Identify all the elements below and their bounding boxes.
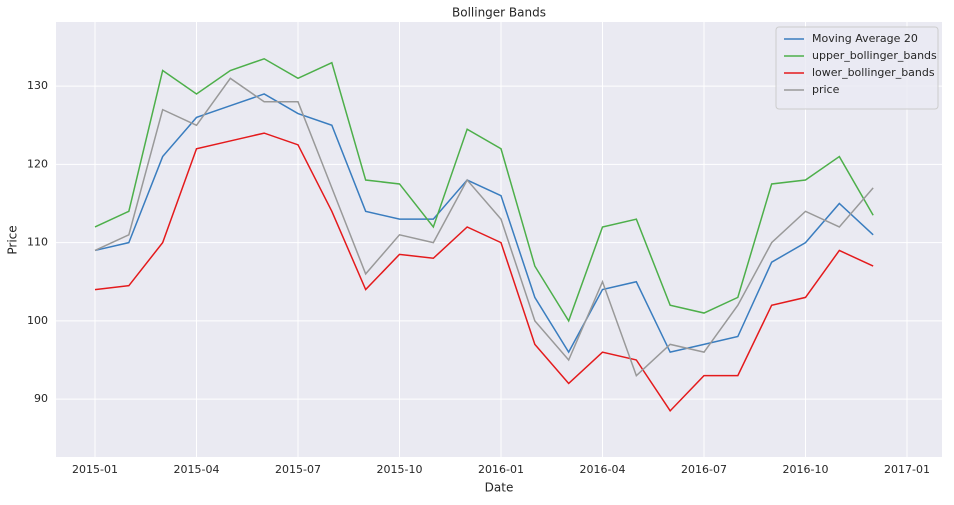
legend-label: Moving Average 20: [812, 32, 918, 45]
y-axis-label: Price: [6, 225, 20, 254]
x-axis-label: Date: [485, 481, 514, 495]
x-tick-label: 2017-01: [884, 463, 930, 476]
x-tick-label: 2016-01: [478, 463, 524, 476]
line-series: [94, 132, 874, 413]
line-series: [94, 57, 874, 323]
legend-label: lower_bollinger_bands: [812, 66, 935, 79]
legend-box: [775, 26, 939, 110]
x-tick-label: 2016-04: [580, 463, 626, 476]
x-tick-label: 2016-07: [681, 463, 727, 476]
y-tick-label: 120: [27, 157, 48, 170]
legend-label: upper_bollinger_bands: [812, 49, 937, 62]
x-tick-label: 2016-10: [783, 463, 829, 476]
y-tick-label: 100: [27, 314, 48, 327]
x-tick-label: 2015-04: [174, 463, 220, 476]
x-tick-label: 2015-10: [377, 463, 423, 476]
line-series: [94, 77, 874, 377]
y-tick-label: 110: [27, 236, 48, 249]
x-tick-label: 2015-01: [72, 463, 118, 476]
legend-label: price: [812, 83, 840, 96]
line-series: [94, 93, 874, 354]
y-tick-label: 90: [34, 392, 48, 405]
x-tick-label: 2015-07: [275, 463, 321, 476]
y-tick-label: 130: [27, 79, 48, 92]
chart-title: Bollinger Bands: [452, 6, 546, 20]
